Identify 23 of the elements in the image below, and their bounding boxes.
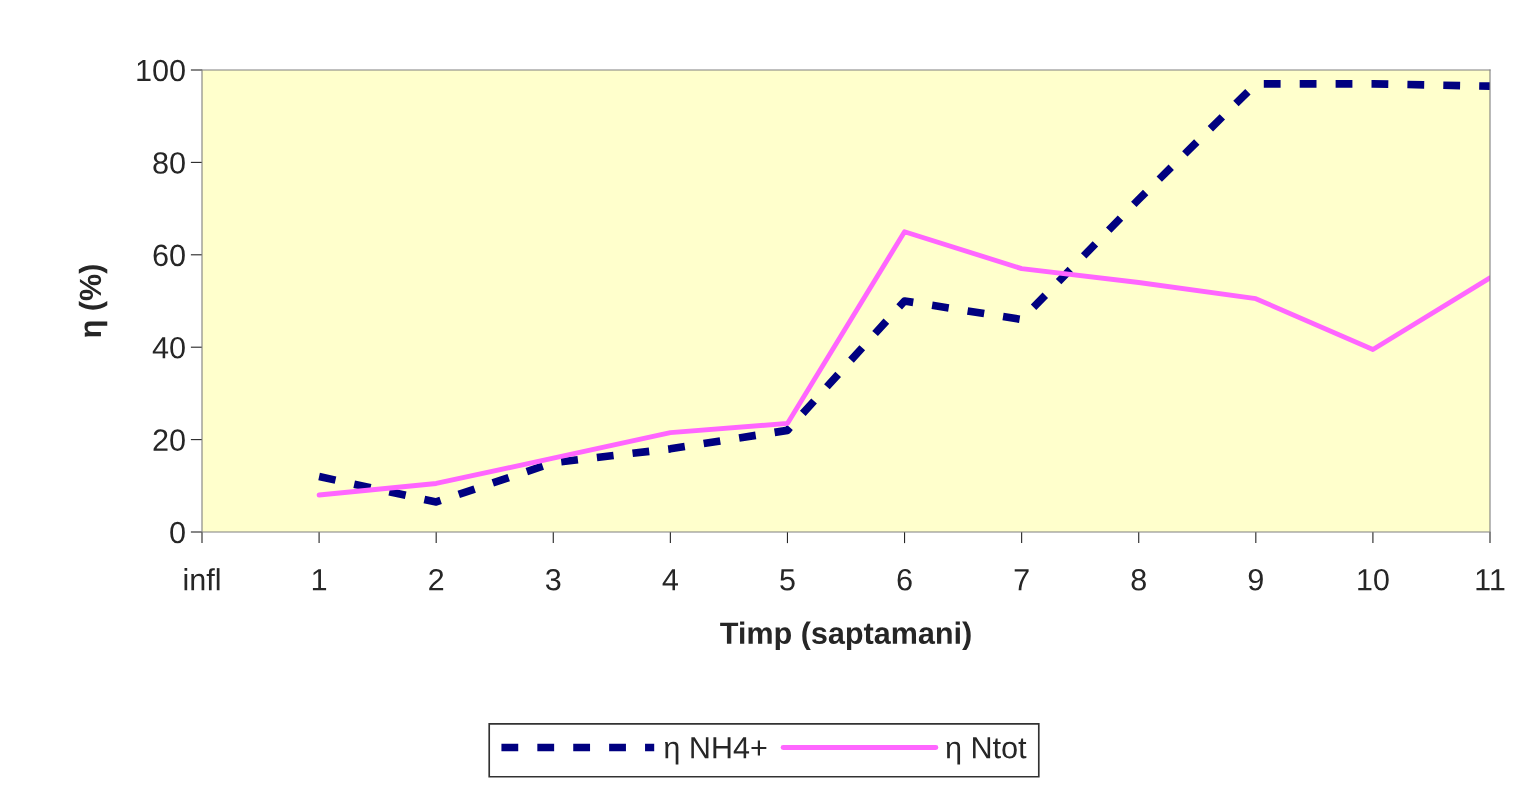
x-tick-label: 4: [662, 569, 678, 591]
x-tick-label: 9: [1248, 568, 1263, 591]
x-tick-label: 7: [1014, 569, 1029, 591]
y-tick-label: 20: [153, 429, 185, 451]
legend-label: η Ntot: [946, 737, 1027, 765]
y-tick-label: 80: [153, 152, 185, 174]
x-axis-title: Timp (saptamani): [720, 621, 971, 651]
x-tick-label: infl: [184, 568, 220, 591]
x-tick-label: 2: [429, 568, 444, 591]
x-tick-label: 3: [545, 568, 561, 591]
x-tick-label: 11: [1476, 569, 1505, 591]
x-tick-label: 10: [1358, 568, 1389, 591]
x-tick-label: 5: [780, 569, 795, 591]
y-tick-label: 0: [170, 521, 185, 544]
x-tick-label: 1: [312, 569, 327, 591]
line-series: [316, 229, 1490, 498]
x-tick-label: 8: [1131, 568, 1146, 591]
y-tick-label: 100: [137, 59, 185, 82]
x-tick-label: 6: [897, 568, 912, 591]
y-tick-label: 40: [152, 336, 185, 359]
y-tick-label: 60: [153, 244, 185, 267]
y-axis-title: η (%): [78, 265, 108, 337]
legend-label: η NH4+: [664, 737, 767, 765]
